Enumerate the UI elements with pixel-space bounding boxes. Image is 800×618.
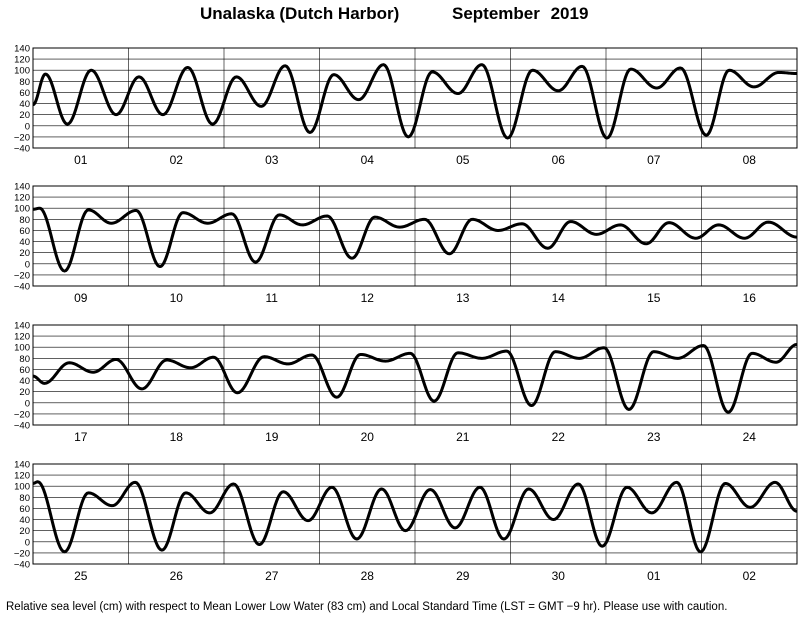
tide-series-line bbox=[33, 480, 797, 554]
y-tick-label: −40 bbox=[14, 282, 30, 293]
y-tick-label: −20 bbox=[14, 548, 30, 559]
day-label: 02 bbox=[170, 153, 184, 167]
day-label: 04 bbox=[361, 153, 375, 167]
day-label: 06 bbox=[552, 153, 566, 167]
y-tick-label: −40 bbox=[14, 421, 30, 432]
day-label: 16 bbox=[743, 291, 757, 305]
chart-title-period: September 2019 bbox=[452, 4, 589, 23]
day-label: 25 bbox=[74, 569, 88, 583]
y-tick-label: 140 bbox=[14, 44, 30, 55]
tide-series-line bbox=[33, 206, 797, 273]
y-tick-label: 120 bbox=[14, 471, 30, 482]
y-tick-label: 80 bbox=[19, 354, 30, 365]
day-label: 23 bbox=[647, 430, 661, 444]
y-tick-label: 40 bbox=[19, 515, 30, 526]
y-tick-label: 20 bbox=[19, 526, 30, 537]
y-tick-label: 0 bbox=[25, 537, 30, 548]
y-tick-label: 120 bbox=[14, 332, 30, 343]
day-label: 19 bbox=[265, 430, 279, 444]
y-tick-label: 40 bbox=[19, 376, 30, 387]
y-tick-label: 120 bbox=[14, 55, 30, 66]
y-tick-label: 20 bbox=[19, 248, 30, 259]
y-tick-label: 140 bbox=[14, 321, 30, 332]
day-label: 01 bbox=[74, 153, 88, 167]
y-tick-label: 140 bbox=[14, 182, 30, 193]
day-label: 11 bbox=[266, 291, 279, 305]
y-tick-label: 100 bbox=[14, 343, 30, 354]
day-label: 13 bbox=[456, 291, 470, 305]
day-label: 03 bbox=[265, 153, 279, 167]
y-tick-label: 80 bbox=[19, 493, 30, 504]
y-tick-label: 60 bbox=[19, 226, 30, 237]
day-label: 29 bbox=[456, 569, 470, 583]
day-label: 01 bbox=[647, 569, 661, 583]
y-tick-label: −20 bbox=[14, 270, 30, 281]
y-tick-label: 60 bbox=[19, 504, 30, 515]
y-tick-label: 60 bbox=[19, 88, 30, 99]
day-label: 08 bbox=[743, 153, 757, 167]
chart-caption: Relative sea level (cm) with respect to … bbox=[6, 601, 728, 613]
y-tick-label: 20 bbox=[19, 110, 30, 121]
day-label: 28 bbox=[361, 569, 375, 583]
day-label: 07 bbox=[647, 153, 661, 167]
day-label: 20 bbox=[361, 430, 375, 444]
y-tick-label: 20 bbox=[19, 387, 30, 398]
y-tick-label: 100 bbox=[14, 204, 30, 215]
y-tick-label: −20 bbox=[14, 409, 30, 420]
day-label: 02 bbox=[743, 569, 757, 583]
y-tick-label: 60 bbox=[19, 365, 30, 376]
day-label: 27 bbox=[265, 569, 279, 583]
day-label: 14 bbox=[552, 291, 566, 305]
y-tick-label: 140 bbox=[14, 460, 30, 471]
y-tick-label: 40 bbox=[19, 237, 30, 248]
day-label: 17 bbox=[74, 430, 88, 444]
y-tick-label: 40 bbox=[19, 99, 30, 110]
day-label: 05 bbox=[456, 153, 470, 167]
day-label: 30 bbox=[552, 569, 566, 583]
y-tick-label: 100 bbox=[14, 66, 30, 77]
y-tick-label: −20 bbox=[14, 132, 30, 143]
day-label: 22 bbox=[552, 430, 566, 444]
y-tick-label: 0 bbox=[25, 259, 30, 270]
day-label: 12 bbox=[361, 291, 375, 305]
day-label: 18 bbox=[170, 430, 184, 444]
plot-frame bbox=[32, 47, 798, 149]
y-tick-label: 120 bbox=[14, 193, 30, 204]
day-label: 26 bbox=[170, 569, 184, 583]
y-tick-label: 0 bbox=[25, 121, 30, 132]
tide-series-line bbox=[33, 63, 797, 140]
day-label: 15 bbox=[647, 291, 661, 305]
chart-title-station: Unalaska (Dutch Harbor) bbox=[200, 4, 400, 23]
y-tick-label: 100 bbox=[14, 482, 30, 493]
plot-frame bbox=[32, 324, 798, 426]
y-tick-label: −40 bbox=[14, 144, 30, 155]
day-label: 24 bbox=[743, 430, 757, 444]
day-label: 21 bbox=[456, 430, 470, 444]
y-tick-label: 0 bbox=[25, 398, 30, 409]
y-tick-label: 80 bbox=[19, 215, 30, 226]
day-label: 09 bbox=[74, 291, 88, 305]
y-tick-label: −40 bbox=[14, 560, 30, 571]
tide-series-line bbox=[33, 342, 797, 414]
plot-frame bbox=[32, 463, 798, 565]
y-tick-label: 80 bbox=[19, 77, 30, 88]
day-label: 10 bbox=[170, 291, 184, 305]
